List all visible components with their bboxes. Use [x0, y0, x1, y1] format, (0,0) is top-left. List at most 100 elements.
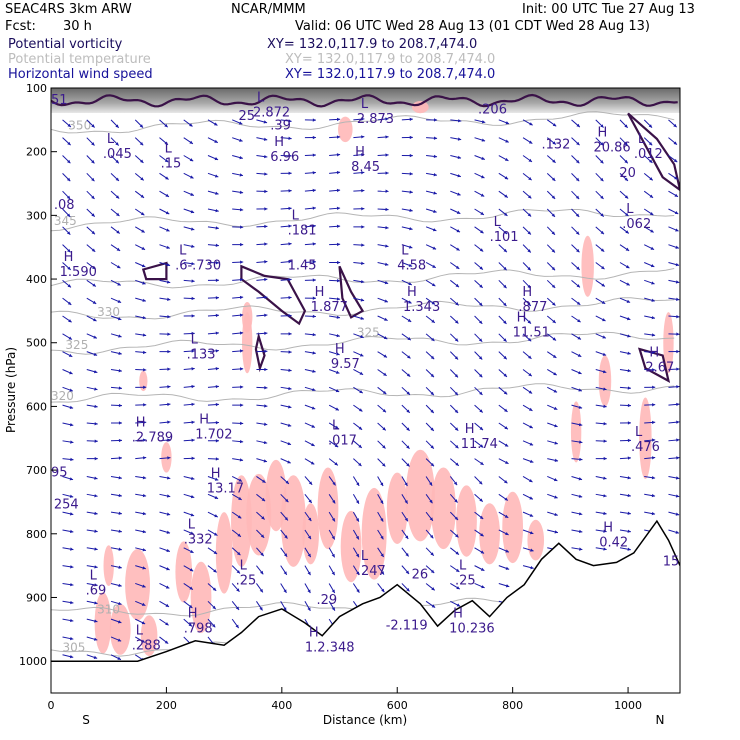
wind-vector: [135, 547, 147, 552]
theta-label: 325: [357, 325, 380, 339]
wind-vector: [425, 547, 435, 557]
wind-vector: [207, 261, 219, 265]
wind-vector: [304, 440, 315, 447]
wind-vector: [522, 369, 533, 377]
wind-vector: [183, 475, 195, 481]
wind-vector: [280, 440, 292, 446]
extremum-letter: L: [107, 132, 115, 147]
wind-vector: [450, 297, 460, 306]
wind-vector: [159, 155, 169, 163]
wind-vector: [595, 369, 607, 374]
wind-vector: [595, 351, 607, 356]
y-tick-label: 100: [26, 82, 47, 95]
extremum-value: 11.74: [461, 437, 498, 452]
wind-vector: [207, 226, 219, 230]
wind-vector: [232, 313, 244, 317]
wind-vector: [304, 458, 315, 465]
wind-vector: [377, 262, 389, 266]
wind-vector: [498, 172, 509, 180]
wind-vector: [498, 333, 507, 342]
wind-vector: [62, 511, 74, 516]
wind-vector: [304, 188, 316, 193]
wind-vector: [232, 421, 244, 426]
wind-vector: [135, 600, 146, 606]
wind-vector: [426, 154, 438, 159]
wind-vector: [668, 456, 680, 460]
extremum-marker: 15: [663, 555, 680, 570]
wind-vector: [425, 386, 435, 396]
extremum-letter: H: [315, 285, 325, 300]
wind-vector: [329, 135, 341, 139]
extremum-value: -2.119: [386, 618, 428, 633]
terrain-mask: [51, 521, 680, 693]
wind-vector: [159, 456, 171, 460]
wind-vector: [547, 386, 558, 393]
extremum-marker: H1.590: [60, 250, 97, 280]
wind-vector: [62, 137, 71, 146]
wind-vector: [86, 369, 98, 374]
wind-vector: [619, 511, 631, 515]
wind-vector: [207, 331, 219, 335]
wind-vector: [377, 315, 388, 321]
wind-vector: [522, 333, 532, 342]
wind-vector: [546, 244, 556, 253]
wind-vector: [62, 386, 74, 392]
wind-vector: [498, 476, 508, 484]
wind-vector: [304, 404, 316, 410]
wind-vector: [134, 190, 145, 199]
pv-shading-region: [161, 442, 172, 473]
wind-vector: [547, 476, 558, 482]
wind-vector: [134, 208, 145, 216]
extremum-letter: L: [332, 419, 340, 434]
extremum-value: .017: [328, 434, 357, 449]
wind-vector: [401, 244, 413, 249]
y-tick-label: 600: [26, 400, 47, 413]
extremum-marker: 51: [51, 93, 68, 108]
wind-vector: [86, 547, 98, 551]
wind-vector: [571, 315, 581, 323]
extremum-marker: L.15: [161, 142, 182, 172]
wind-vector: [207, 384, 219, 389]
extremum-value: .476: [631, 440, 660, 455]
wind-vector: [644, 350, 656, 355]
wind-vector: [207, 529, 218, 536]
wind-vector: [62, 636, 74, 641]
wind-vector: [377, 171, 389, 175]
wind-vector: [571, 369, 582, 375]
wind-vector: [498, 262, 508, 271]
theta-label: 330: [97, 305, 120, 319]
wind-vector: [135, 456, 147, 460]
wind-vector: [329, 224, 341, 229]
wind-vector: [522, 511, 534, 517]
extremum-value: .6-.730: [175, 259, 221, 274]
wind-vector: [425, 369, 435, 378]
wind-vector: [425, 190, 437, 195]
wind-vector: [183, 529, 195, 535]
extremum-value: 10.236: [449, 622, 495, 637]
wind-vector: [450, 262, 460, 270]
wind-vector: [86, 493, 98, 498]
wind-vector: [595, 172, 604, 182]
extremum-value: .288: [132, 639, 161, 654]
wind-vector: [498, 582, 510, 588]
wind-vector: [498, 279, 507, 289]
wind-vector: [62, 475, 74, 481]
wind-vector: [546, 172, 556, 182]
wind-vector: [474, 297, 483, 307]
wind-vector: [231, 600, 240, 611]
wind-vector: [619, 456, 631, 460]
wind-vector: [353, 422, 363, 431]
wind-vector: [474, 458, 484, 466]
wind-vector: [643, 155, 653, 164]
wind-vector: [231, 583, 240, 593]
wind-vector: [207, 137, 219, 144]
wind-vector: [619, 386, 631, 390]
wind-vector: [425, 565, 435, 574]
wind-vector: [643, 244, 655, 251]
wind-vector: [377, 583, 385, 593]
wind-vector: [86, 208, 96, 217]
wind-vector: [232, 278, 244, 282]
wind-vector: [619, 226, 630, 234]
wind-vector: [183, 244, 195, 248]
wind-vector: [280, 277, 292, 282]
